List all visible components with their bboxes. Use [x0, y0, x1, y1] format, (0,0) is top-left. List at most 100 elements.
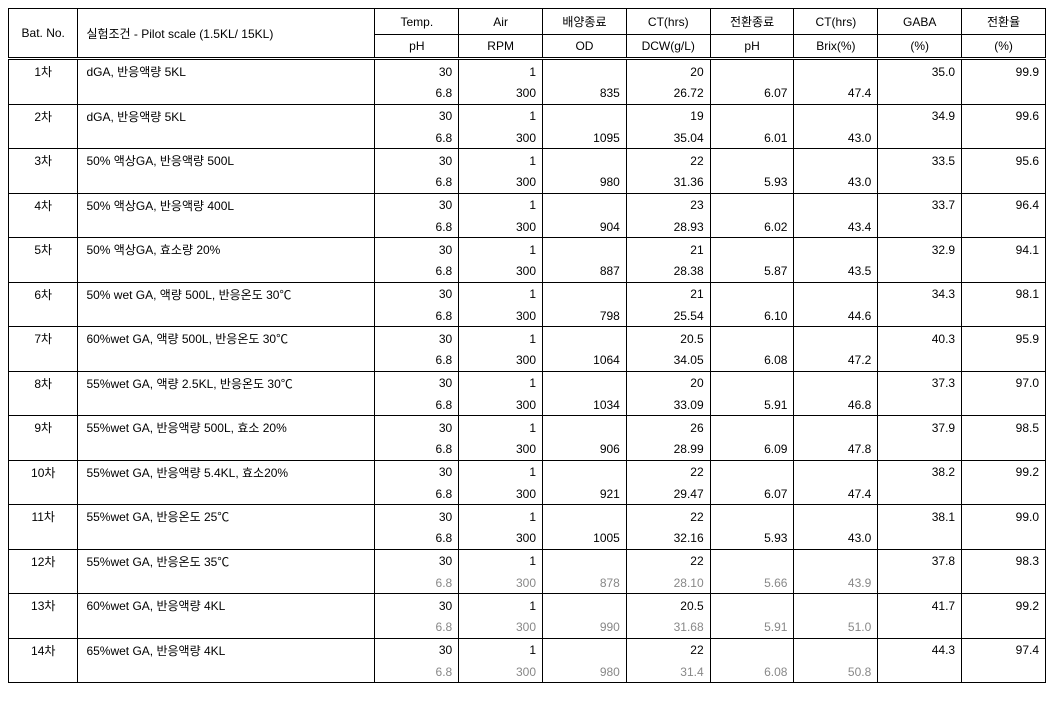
od-cell: 1005: [543, 528, 627, 549]
temp-cell: 30: [375, 549, 459, 573]
bat-no-cell: 3차: [9, 149, 78, 173]
temp-cell: 30: [375, 327, 459, 351]
conv-cell-b: [962, 83, 1046, 104]
col-conv-rate-pct: (%): [962, 35, 1046, 59]
rpm-cell: 300: [459, 306, 543, 327]
condition-cell-b: [78, 484, 375, 505]
condition-cell: 50% 액상GA, 효소량 20%: [78, 238, 375, 262]
od-cell-top: [543, 104, 627, 128]
ph2-cell-top: [710, 238, 794, 262]
ph2-cell: 5.91: [710, 395, 794, 416]
condition-cell: 55%wet GA, 액량 2.5KL, 반응온도 30℃: [78, 371, 375, 395]
gaba-cell-b: [878, 172, 962, 193]
dcw-cell: 33.09: [626, 395, 710, 416]
rpm-cell: 300: [459, 172, 543, 193]
table-row: 11차55%wet GA, 반응온도 25℃3012238.199.0: [9, 505, 1046, 529]
bat-no-cell-b: [9, 128, 78, 149]
bat-no-cell-b: [9, 217, 78, 238]
condition-cell: 50% 액상GA, 반응액량 400L: [78, 193, 375, 217]
table-row: 6.830087828.105.6643.9: [9, 573, 1046, 594]
dcw-cell: 28.38: [626, 261, 710, 282]
gaba-cell-b: [878, 439, 962, 460]
table-row: 1차dGA, 반응액량 5KL3012035.099.9: [9, 59, 1046, 84]
air-cell: 1: [459, 638, 543, 662]
condition-cell-b: [78, 617, 375, 638]
bat-no-cell-b: [9, 573, 78, 594]
od-cell-top: [543, 149, 627, 173]
ph2-cell-top: [710, 327, 794, 351]
brix-cell: 43.4: [794, 217, 878, 238]
od-cell: 1034: [543, 395, 627, 416]
conv-cell-b: [962, 350, 1046, 371]
table-row: 6차50% wet GA, 액량 500L, 반응온도 30℃3012134.3…: [9, 282, 1046, 306]
condition-cell: dGA, 반응액량 5KL: [78, 104, 375, 128]
ph2-cell-top: [710, 505, 794, 529]
gaba-cell: 37.8: [878, 549, 962, 573]
ph2-cell: 6.10: [710, 306, 794, 327]
od-cell-top: [543, 371, 627, 395]
air-cell: 1: [459, 104, 543, 128]
bat-no-cell-b: [9, 261, 78, 282]
temp-cell: 30: [375, 505, 459, 529]
od-cell: 980: [543, 662, 627, 683]
od-cell-top: [543, 238, 627, 262]
ct2-cell: [794, 416, 878, 440]
temp-cell: 30: [375, 460, 459, 484]
condition-cell: 50% 액상GA, 반응액량 500L: [78, 149, 375, 173]
table-row: 14차65%wet GA, 반응액량 4KL3012244.397.4: [9, 638, 1046, 662]
ph2-cell-top: [710, 193, 794, 217]
ct1-cell: 21: [626, 282, 710, 306]
gaba-cell: 33.5: [878, 149, 962, 173]
col-brix: Brix(%): [794, 35, 878, 59]
dcw-cell: 31.68: [626, 617, 710, 638]
condition-cell: 55%wet GA, 반응온도 35℃: [78, 549, 375, 573]
ct1-cell: 22: [626, 460, 710, 484]
ph2-cell-top: [710, 460, 794, 484]
air-cell: 1: [459, 416, 543, 440]
ct1-cell: 19: [626, 104, 710, 128]
ph-cell: 6.8: [375, 617, 459, 638]
condition-cell-b: [78, 662, 375, 683]
gaba-cell: 37.9: [878, 416, 962, 440]
od-cell: 921: [543, 484, 627, 505]
conv-cell: 98.1: [962, 282, 1046, 306]
condition-cell-b: [78, 395, 375, 416]
table-row: 6.830098031.365.9343.0: [9, 172, 1046, 193]
bat-no-cell: 2차: [9, 104, 78, 128]
conv-cell: 95.6: [962, 149, 1046, 173]
bat-no-cell-b: [9, 395, 78, 416]
gaba-cell-b: [878, 350, 962, 371]
ph2-cell: 6.09: [710, 439, 794, 460]
temp-cell: 30: [375, 282, 459, 306]
dcw-cell: 28.93: [626, 217, 710, 238]
rpm-cell: 300: [459, 128, 543, 149]
col-ct-hrs-1: CT(hrs): [626, 9, 710, 35]
od-cell: 980: [543, 172, 627, 193]
ph2-cell-top: [710, 104, 794, 128]
rpm-cell: 300: [459, 395, 543, 416]
ph-cell: 6.8: [375, 261, 459, 282]
gaba-cell-b: [878, 261, 962, 282]
air-cell: 1: [459, 193, 543, 217]
table-row: 6.830090628.996.0947.8: [9, 439, 1046, 460]
ph-cell: 6.8: [375, 573, 459, 594]
rpm-cell: 300: [459, 528, 543, 549]
ph2-cell: 6.01: [710, 128, 794, 149]
od-cell: 1095: [543, 128, 627, 149]
od-cell: 798: [543, 306, 627, 327]
condition-cell: 60%wet GA, 반응액량 4KL: [78, 594, 375, 618]
condition-cell: 55%wet GA, 반응온도 25℃: [78, 505, 375, 529]
conv-cell-b: [962, 662, 1046, 683]
col-gaba-pct: (%): [878, 35, 962, 59]
bat-no-cell-b: [9, 662, 78, 683]
ct1-cell: 21: [626, 238, 710, 262]
conv-cell: 99.2: [962, 460, 1046, 484]
dcw-cell: 26.72: [626, 83, 710, 104]
rpm-cell: 300: [459, 261, 543, 282]
od-cell-top: [543, 193, 627, 217]
temp-cell: 30: [375, 594, 459, 618]
ph-cell: 6.8: [375, 217, 459, 238]
ct2-cell: [794, 238, 878, 262]
condition-cell: 65%wet GA, 반응액량 4KL: [78, 638, 375, 662]
col-condition: 실험조건 - Pilot scale (1.5KL/ 15KL): [78, 9, 375, 59]
